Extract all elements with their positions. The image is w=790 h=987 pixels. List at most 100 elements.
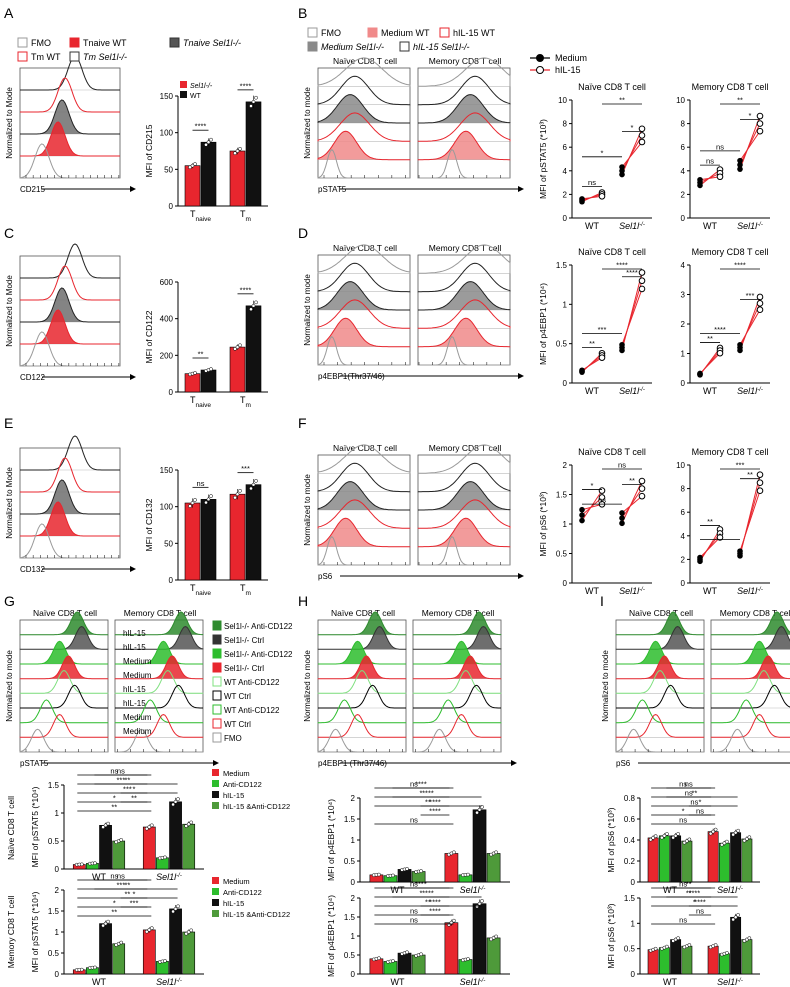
histogram-panel-E-naive (317, 244, 411, 366)
histogram-panel-H-memory (412, 611, 502, 753)
panel-letter-B: B (298, 5, 307, 21)
y-tick-label: 10 (676, 461, 685, 470)
y-tick-label: 1.5 (344, 815, 356, 824)
significance-label: **** (429, 798, 441, 807)
data-point-hil15 (598, 487, 606, 494)
histogram-panel-G-naive (19, 611, 109, 753)
data-point (673, 833, 678, 838)
histogram-trace (19, 728, 108, 753)
paired-line (621, 488, 643, 519)
arrow-head-icon (518, 373, 524, 379)
bar (200, 499, 217, 581)
histogram-trace (317, 75, 411, 106)
data-point-medium (619, 515, 625, 521)
y-tick-label: 400 (160, 315, 174, 324)
histogram-trace (418, 481, 511, 511)
histogram-title-memory: Memory CD8 T cell (422, 608, 495, 618)
x-tick-label: Tm (240, 583, 251, 597)
data-point (452, 918, 456, 923)
histogram-trace (417, 244, 511, 274)
histogram-C-xlabel: CD132 (20, 565, 45, 574)
histogram-A-xlabel: CD215 (20, 185, 45, 194)
significance-label: ns (117, 767, 125, 776)
histogram-trace (317, 481, 410, 511)
legend-swatch-icon (180, 81, 187, 88)
legend-swatch-icon (212, 910, 219, 917)
histogram-trace (711, 640, 790, 665)
y-tick-label: 0 (631, 878, 636, 887)
data-point (682, 840, 687, 845)
data-point (235, 492, 240, 497)
y-tick-label: 1 (351, 836, 356, 845)
panel-letter-H: H (298, 593, 308, 609)
histogram-trace (115, 728, 203, 753)
histogram-trace (615, 714, 705, 738)
bar (156, 961, 169, 975)
bar (169, 801, 182, 870)
histogram-I-xlabel: pS6 (616, 759, 631, 768)
data-point (687, 943, 692, 947)
significance-label: ** (425, 898, 431, 907)
histogram-trace (317, 535, 410, 566)
paired-line (581, 503, 603, 511)
y-tick-label: 50 (164, 539, 173, 548)
y-tick-label: 0 (169, 202, 174, 211)
data-point-medium (737, 548, 743, 554)
legend-G-item: WT Ctrl (224, 720, 251, 729)
histogram-title-memory: Memory CD8 T cell (124, 608, 197, 618)
legend-swatch-icon (212, 704, 222, 715)
data-point-hil15 (638, 485, 646, 492)
bar (99, 825, 112, 870)
data-point-hil15 (638, 125, 646, 133)
histogram-panel-A (19, 55, 121, 179)
data-point-hil15 (638, 477, 646, 485)
histogram-trace (317, 335, 410, 366)
bar (411, 954, 426, 975)
legend-A-item: Tnaive WT (83, 38, 127, 48)
histogram-trace (615, 655, 705, 680)
histogram-trace (317, 462, 411, 493)
bar (658, 835, 670, 883)
significance-label: ns (706, 157, 714, 166)
chart-title: Naïve CD8 T cell (578, 447, 646, 457)
histogram-trace (20, 55, 120, 91)
legend-G-item: WT Ctrl (224, 692, 251, 701)
data-point (233, 151, 237, 156)
y-tick-label: 0 (55, 865, 60, 874)
histogram-trace (317, 444, 411, 474)
histogram-trace (20, 457, 120, 493)
data-point-medium (697, 370, 703, 377)
data-point-medium (579, 196, 585, 202)
data-point (171, 909, 175, 914)
legend-A-item: Tm Sel1l-/- (83, 52, 127, 62)
y-tick-label: 4 (563, 167, 568, 176)
panel-letter-A: A (4, 5, 14, 21)
data-point (206, 140, 211, 145)
data-point (119, 838, 124, 842)
histogram-trace (317, 670, 407, 694)
significance-label: * (113, 899, 116, 908)
significance-label: **** (616, 261, 628, 270)
histogram-C-ylabel: Normalized to Mode (5, 467, 14, 539)
y-tick-label: 8 (681, 120, 686, 129)
legend-swatch-icon (212, 662, 222, 673)
data-point (103, 921, 108, 926)
x-tick-label: Sel1l-/- (619, 386, 645, 396)
x-tick-label: Sel1l-/- (460, 885, 486, 895)
y-tick-label: 1.5 (556, 491, 568, 500)
data-point-hil15 (638, 269, 646, 276)
y-tick-label: 4 (681, 532, 686, 541)
data-point (452, 850, 456, 855)
significance-label: * (419, 789, 422, 798)
chart-title: Memory CD8 T cell (692, 82, 769, 92)
histogram-trace (20, 77, 120, 113)
bar (169, 908, 182, 975)
histogram-trace (317, 94, 410, 124)
significance-label: * (591, 481, 594, 490)
histogram-trace (20, 501, 120, 537)
histogram-trace (20, 435, 120, 471)
data-point-medium (619, 341, 625, 348)
y-tick-label: 0 (681, 214, 686, 223)
histogram-trace (114, 699, 204, 724)
significance-label: * (631, 123, 634, 132)
